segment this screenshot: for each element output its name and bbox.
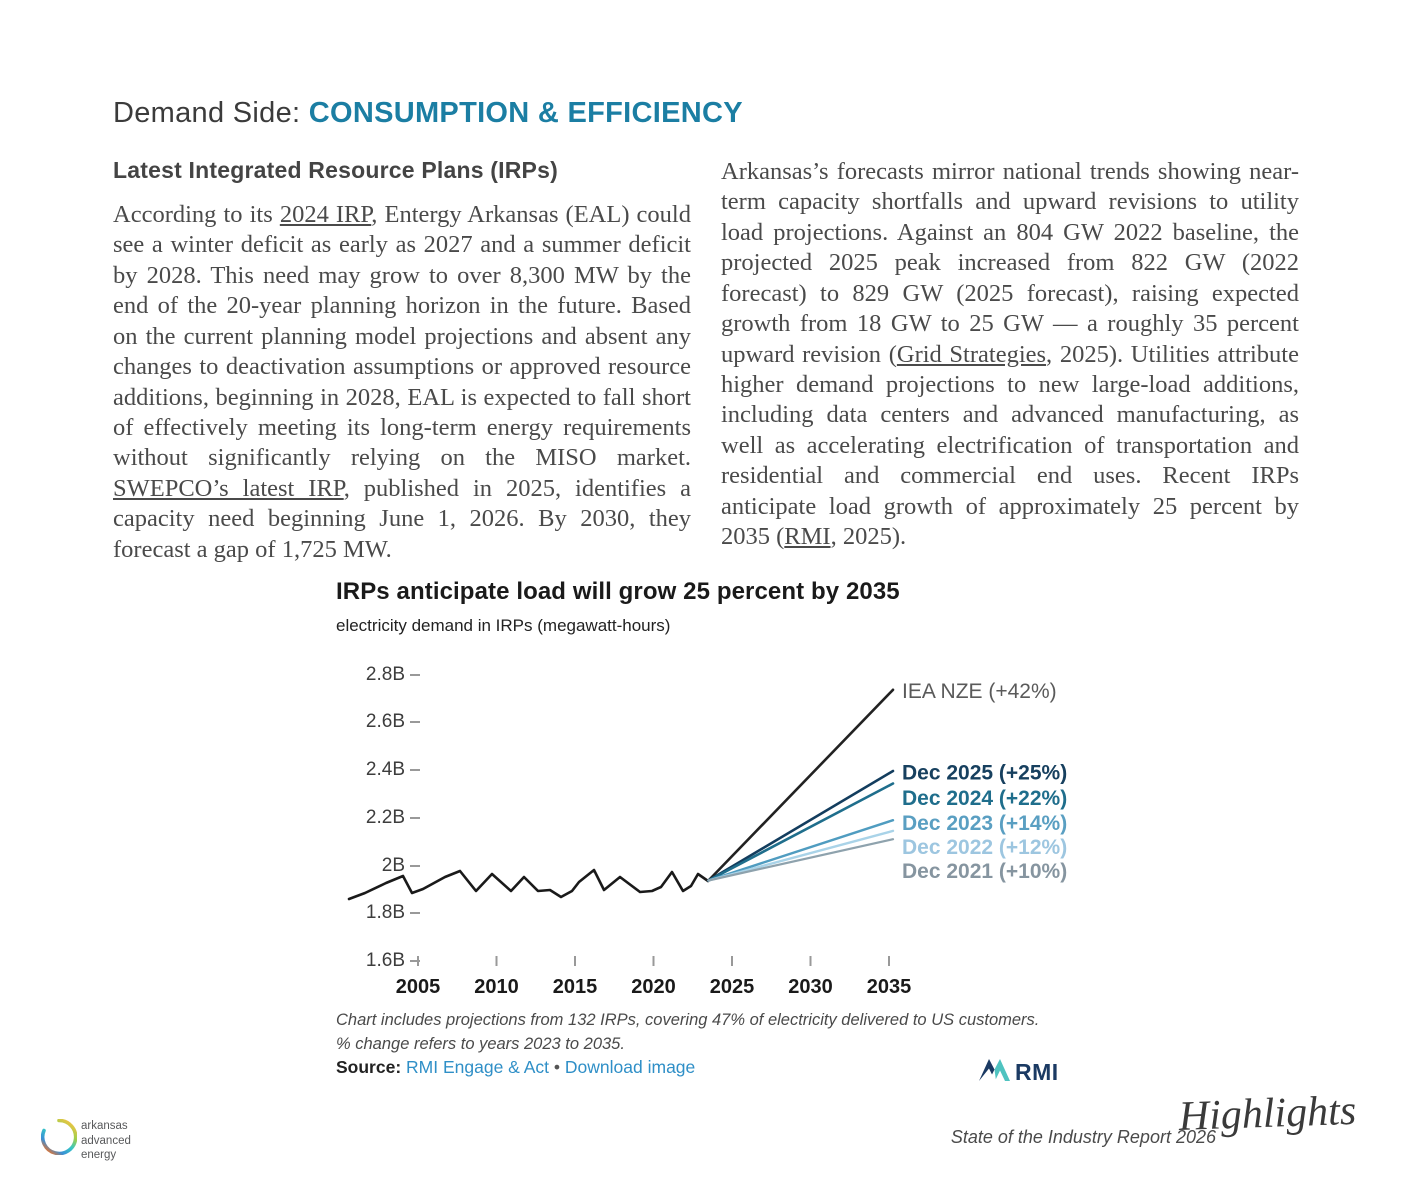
svg-text:IEA NZE (+42%): IEA NZE (+42%)	[902, 680, 1057, 703]
svg-text:2.8B: 2.8B	[366, 664, 405, 685]
svg-text:2020: 2020	[631, 976, 676, 998]
svg-text:2B: 2B	[382, 855, 405, 876]
svg-text:1.6B: 1.6B	[366, 950, 405, 971]
svg-text:2.6B: 2.6B	[366, 711, 405, 732]
svg-text:Dec 2025 (+25%): Dec 2025 (+25%)	[902, 762, 1067, 785]
svg-text:2.2B: 2.2B	[366, 807, 405, 828]
svg-text:Dec 2022 (+12%): Dec 2022 (+12%)	[902, 836, 1067, 859]
svg-text:Dec 2024 (+22%): Dec 2024 (+22%)	[902, 787, 1067, 810]
svg-text:Dec 2021 (+10%): Dec 2021 (+10%)	[902, 860, 1067, 883]
svg-text:2030: 2030	[788, 976, 833, 998]
svg-text:RMI: RMI	[1015, 1059, 1059, 1085]
svg-text:2005: 2005	[396, 976, 441, 998]
svg-text:2.4B: 2.4B	[366, 759, 405, 780]
svg-text:2025: 2025	[710, 976, 755, 998]
svg-text:1.8B: 1.8B	[366, 902, 405, 923]
svg-text:Dec 2023 (+14%): Dec 2023 (+14%)	[902, 812, 1067, 835]
svg-text:2035: 2035	[867, 976, 912, 998]
svg-text:2015: 2015	[553, 976, 598, 998]
svg-text:2010: 2010	[474, 976, 519, 998]
